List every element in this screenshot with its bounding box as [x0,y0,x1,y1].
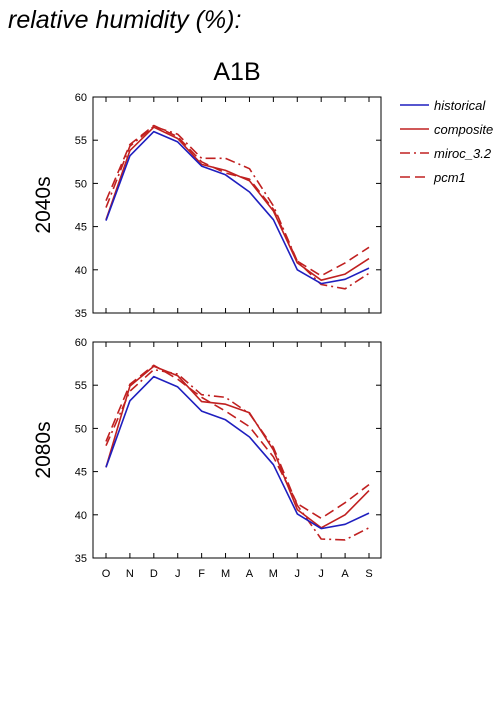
series-line-composite [105,126,370,282]
x-tick-label: M [269,568,278,580]
y-tick-label: 55 [75,380,87,392]
y-tick-label: 50 [75,423,87,435]
scenario-label: A1B [213,58,260,86]
y-tick-label: 60 [75,337,87,349]
legend-label: pcm1 [433,170,466,185]
x-tick-label: S [365,568,372,580]
panel-label: 2040s [32,176,55,233]
y-tick-label: 45 [75,467,87,479]
x-tick-label: D [150,568,158,580]
series-line-composite [105,365,370,529]
y-tick-label: 40 [75,510,87,522]
y-tick-label: 50 [75,178,87,190]
y-tick-label: 35 [75,553,87,565]
panel-2080s: 35 40 45 50 55 60 O N D J F M A M J J A S 2080s [32,337,382,580]
x-tick-label: N [126,568,134,580]
x-tick-label: O [102,568,111,580]
legend-item: miroc_3.2 [400,146,492,161]
chart-panels: 35 40 45 50 55 60 2040s 35 40 45 50 55 60 O N D J F M A M J J A… [32,92,382,580]
y-tick-label: 45 [75,222,87,234]
x-tick-label: A [341,568,349,580]
series-line-pcm1 [105,124,370,277]
series-line-historical [105,130,370,285]
legend-label: composite [434,122,493,137]
x-tick-label: A [246,568,254,580]
x-tick-label: J [175,568,181,580]
series-line-historical [105,375,370,530]
y-tick-label: 35 [75,308,87,320]
legend-label: historical [434,98,486,113]
x-tick-label: F [198,568,205,580]
legend-item: composite [400,122,493,137]
y-tick-label: 60 [75,92,87,104]
panel-2040s: 35 40 45 50 55 60 2040s [32,92,382,320]
x-tick-label: J [318,568,324,580]
chart-legend: historical composite miroc_3.2 pcm1 [400,98,493,185]
x-tick-label: J [295,568,301,580]
series-line-miroc-3-2 [105,368,370,541]
plot-frame [92,96,382,314]
plot-frame [92,341,382,559]
panel-label: 2080s [32,421,55,478]
series-line-pcm1 [105,364,370,520]
y-tick-label: 40 [75,265,87,277]
x-tick-label: M [221,568,230,580]
legend-item: historical [400,98,486,113]
y-tick-label: 55 [75,135,87,147]
legend-label: miroc_3.2 [434,146,492,161]
series-line-miroc-3-2 [105,125,370,290]
page-title: relative humidity (%): [8,6,242,34]
legend-item: pcm1 [400,170,466,185]
